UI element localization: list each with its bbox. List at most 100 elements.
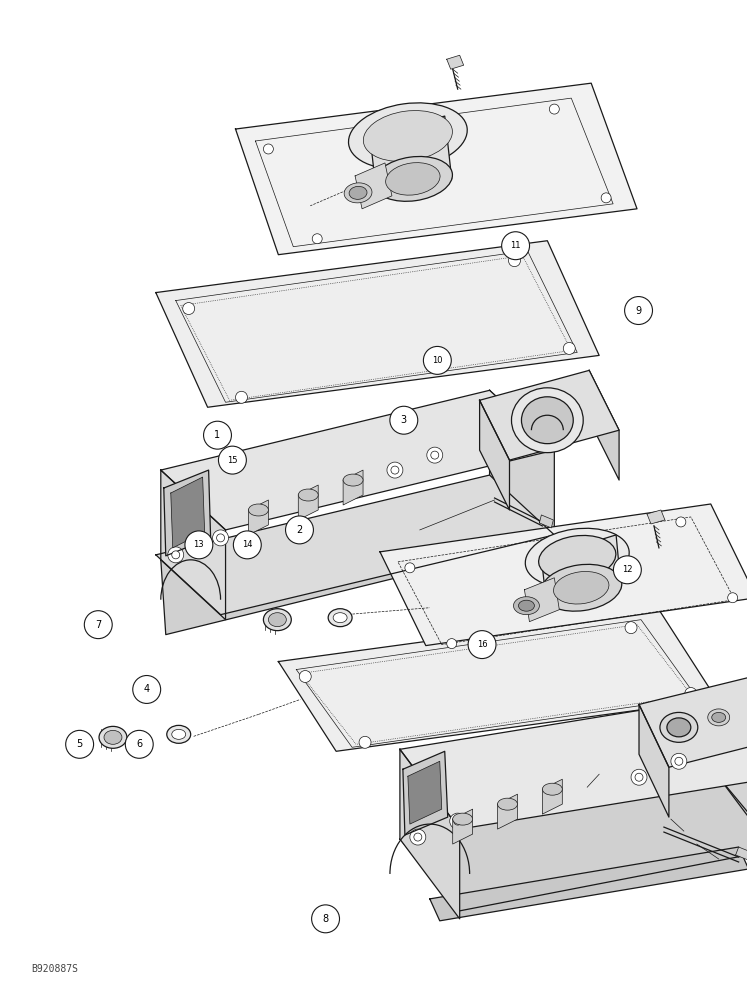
Polygon shape	[719, 697, 748, 857]
Polygon shape	[408, 761, 442, 824]
Ellipse shape	[343, 474, 363, 486]
Circle shape	[66, 730, 94, 758]
Polygon shape	[248, 500, 269, 535]
Circle shape	[312, 905, 340, 933]
Circle shape	[631, 769, 647, 785]
Circle shape	[625, 622, 637, 634]
Text: 14: 14	[242, 540, 253, 549]
Ellipse shape	[104, 730, 122, 744]
Circle shape	[671, 753, 687, 769]
Ellipse shape	[712, 712, 726, 722]
Ellipse shape	[349, 186, 367, 199]
Ellipse shape	[298, 489, 318, 501]
Polygon shape	[479, 370, 619, 460]
Polygon shape	[236, 83, 637, 255]
Ellipse shape	[386, 163, 440, 195]
Ellipse shape	[453, 813, 473, 825]
Circle shape	[218, 446, 246, 474]
Text: 4: 4	[144, 684, 150, 694]
Ellipse shape	[708, 709, 730, 726]
Circle shape	[549, 104, 560, 114]
Circle shape	[312, 234, 322, 244]
Text: B920887S: B920887S	[31, 964, 79, 974]
Circle shape	[563, 342, 575, 354]
Circle shape	[613, 556, 641, 584]
Ellipse shape	[539, 535, 616, 580]
Polygon shape	[298, 485, 318, 520]
Polygon shape	[161, 390, 554, 530]
Circle shape	[635, 773, 643, 781]
Circle shape	[390, 406, 417, 434]
Circle shape	[183, 303, 194, 315]
Text: 7: 7	[95, 620, 102, 630]
Ellipse shape	[541, 564, 622, 611]
Text: 9: 9	[636, 306, 642, 316]
Text: 11: 11	[510, 241, 521, 250]
Text: 15: 15	[227, 456, 238, 465]
Circle shape	[468, 631, 496, 659]
Polygon shape	[430, 847, 748, 921]
Ellipse shape	[263, 609, 291, 631]
Text: 3: 3	[401, 415, 407, 425]
Circle shape	[359, 736, 371, 748]
Circle shape	[410, 829, 426, 845]
Ellipse shape	[333, 613, 347, 623]
Circle shape	[601, 193, 611, 203]
Polygon shape	[539, 515, 554, 528]
Circle shape	[299, 671, 311, 682]
Circle shape	[236, 391, 248, 403]
Ellipse shape	[512, 388, 583, 453]
Ellipse shape	[328, 609, 352, 627]
Text: 2: 2	[296, 525, 303, 535]
Polygon shape	[380, 504, 748, 646]
Polygon shape	[542, 535, 621, 612]
Circle shape	[286, 516, 313, 544]
Text: 1: 1	[215, 430, 221, 440]
Polygon shape	[343, 470, 363, 505]
Text: 16: 16	[476, 640, 488, 649]
Polygon shape	[497, 794, 518, 829]
Ellipse shape	[513, 597, 539, 615]
Ellipse shape	[660, 712, 698, 742]
Text: 10: 10	[432, 356, 443, 365]
Ellipse shape	[167, 725, 191, 743]
Circle shape	[233, 531, 261, 559]
Polygon shape	[156, 241, 599, 407]
Text: 5: 5	[76, 739, 83, 749]
Polygon shape	[735, 847, 748, 861]
Circle shape	[676, 517, 686, 527]
Circle shape	[450, 813, 466, 829]
Polygon shape	[490, 390, 554, 540]
Ellipse shape	[521, 397, 573, 444]
Ellipse shape	[373, 156, 453, 201]
Circle shape	[502, 232, 530, 260]
Circle shape	[217, 534, 224, 542]
Text: 8: 8	[322, 914, 328, 924]
Polygon shape	[278, 610, 717, 751]
Ellipse shape	[99, 726, 127, 748]
Text: 6: 6	[136, 739, 142, 749]
Circle shape	[391, 466, 399, 474]
Polygon shape	[355, 163, 392, 209]
Ellipse shape	[518, 600, 534, 611]
Circle shape	[85, 611, 112, 639]
Circle shape	[427, 447, 443, 463]
Ellipse shape	[667, 718, 691, 737]
Circle shape	[212, 530, 229, 546]
Circle shape	[423, 346, 451, 374]
Ellipse shape	[349, 103, 468, 169]
Polygon shape	[156, 475, 554, 615]
Polygon shape	[403, 751, 448, 835]
Circle shape	[454, 817, 462, 825]
Polygon shape	[524, 578, 560, 622]
Circle shape	[126, 730, 153, 758]
Polygon shape	[370, 116, 452, 199]
Circle shape	[509, 255, 521, 267]
Polygon shape	[479, 400, 509, 510]
Polygon shape	[400, 777, 748, 911]
Polygon shape	[542, 779, 562, 814]
Circle shape	[387, 462, 403, 478]
Polygon shape	[171, 477, 205, 548]
Circle shape	[185, 531, 213, 559]
Ellipse shape	[525, 528, 629, 587]
